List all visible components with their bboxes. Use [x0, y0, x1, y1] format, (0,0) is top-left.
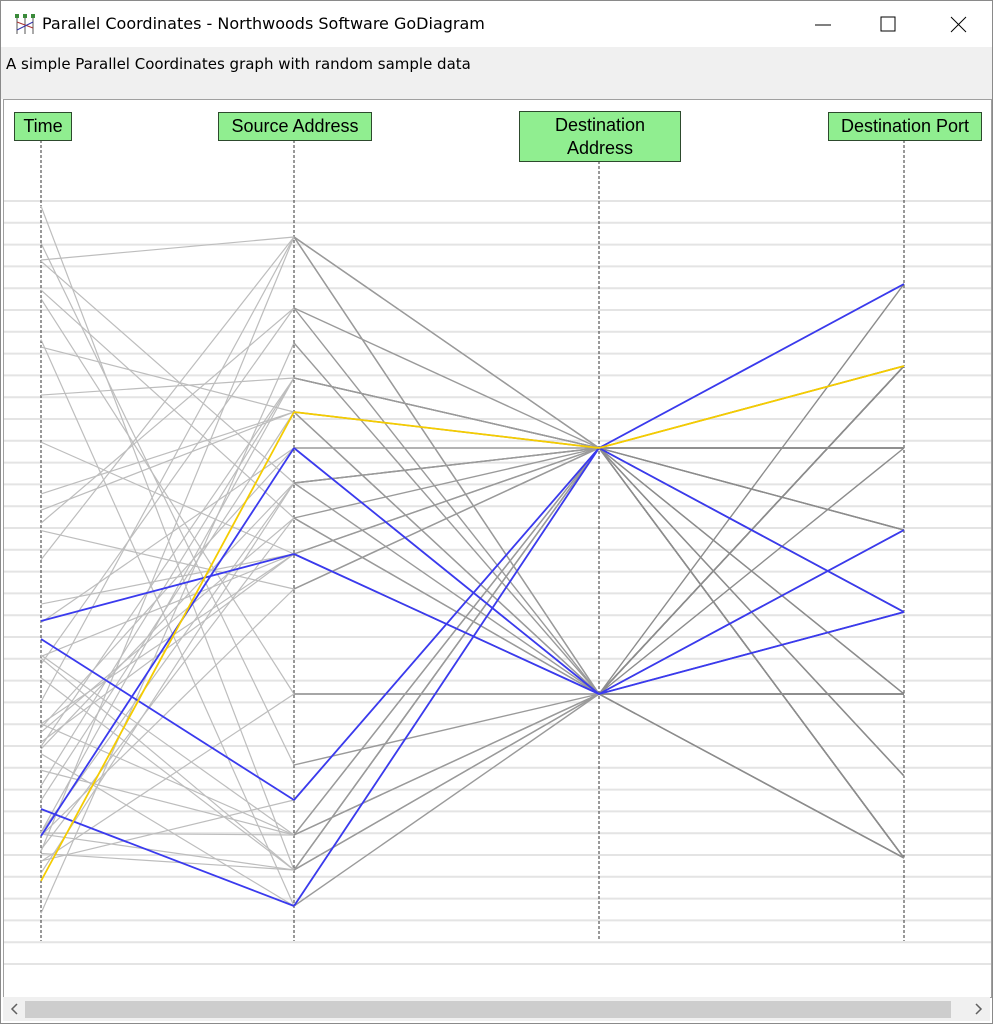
data-line	[293, 447, 600, 836]
data-line	[40, 298, 295, 695]
data-line	[40, 289, 295, 519]
axis-label: Destination Address	[519, 111, 681, 162]
data-line	[40, 339, 295, 907]
data-line	[40, 553, 295, 725]
highlighted-line	[40, 808, 295, 907]
data-line	[40, 482, 295, 874]
data-line	[293, 482, 600, 695]
data-line	[40, 723, 295, 836]
data-line	[598, 447, 905, 531]
data-line	[40, 588, 295, 837]
highlighted-line	[293, 411, 600, 449]
data-line	[40, 236, 295, 702]
axis-label: Source Address	[218, 112, 372, 141]
data-line	[40, 260, 295, 484]
data-line	[40, 377, 295, 396]
axis-label: Destination Port	[828, 112, 982, 141]
diagram-canvas: Time Source Address Destination Address …	[3, 99, 992, 998]
data-line	[40, 342, 295, 914]
highlighted-line	[293, 447, 600, 907]
data-line	[40, 411, 295, 511]
highlighted-line	[598, 283, 905, 449]
data-line	[40, 307, 295, 524]
data-line	[40, 482, 295, 833]
highlighted-line	[293, 447, 600, 695]
highlighted-line	[598, 611, 905, 695]
app-icon	[15, 14, 35, 34]
data-line	[40, 236, 295, 561]
data-line	[40, 517, 295, 850]
scroll-right[interactable]	[968, 997, 988, 1021]
data-line	[293, 447, 600, 871]
data-line	[40, 307, 295, 665]
data-line	[293, 447, 600, 590]
data-line	[40, 205, 295, 871]
data-line	[40, 236, 295, 852]
data-line	[293, 693, 600, 907]
data-line	[40, 242, 295, 766]
highlighted-line	[40, 447, 295, 837]
description: A simple Parallel Coordinates graph with…	[6, 55, 471, 73]
data-line	[40, 236, 295, 261]
data-line	[293, 236, 600, 449]
data-line	[598, 447, 905, 695]
maximize-button[interactable]	[880, 16, 896, 32]
window-title: Parallel Coordinates - Northwoods Softwa…	[42, 14, 485, 33]
data-line	[293, 693, 600, 766]
data-line	[40, 517, 295, 733]
scroll-left[interactable]	[5, 997, 25, 1021]
horizontal-scrollbar	[3, 997, 990, 1021]
data-line	[293, 377, 600, 449]
data-line	[40, 852, 295, 871]
data-line	[40, 529, 295, 590]
data-line	[40, 377, 295, 747]
highlighted-line	[40, 411, 295, 882]
data-line	[40, 553, 295, 605]
data-line	[293, 307, 600, 449]
data-line	[40, 482, 295, 750]
highlighted-line	[598, 447, 905, 613]
highlighted-line	[293, 447, 600, 801]
data-line	[40, 769, 295, 836]
data-line	[40, 441, 295, 555]
data-line	[40, 411, 295, 495]
highlighted-line	[40, 638, 295, 801]
data-line	[40, 346, 295, 413]
axis-label: Time	[14, 112, 72, 141]
close-button[interactable]	[950, 16, 967, 33]
scroll-thumb[interactable]	[25, 1001, 951, 1018]
window-controls	[815, 16, 967, 33]
data-line	[40, 677, 295, 871]
data-line	[293, 693, 600, 871]
data-line	[40, 377, 295, 833]
data-line	[293, 411, 600, 695]
data-line	[293, 517, 600, 695]
parallel-coordinates	[4, 140, 991, 965]
data-line	[40, 832, 295, 836]
data-line	[40, 753, 295, 907]
data-line	[598, 693, 905, 859]
data-line	[293, 307, 600, 695]
highlighted-line	[598, 529, 905, 695]
data-line	[40, 447, 295, 624]
data-line	[40, 833, 295, 871]
highlighted-line	[598, 365, 905, 449]
data-line	[293, 447, 600, 519]
data-line	[293, 447, 600, 484]
title-bar: Parallel Coordinates - Northwoods Softwa…	[1, 1, 992, 47]
highlighted-line	[40, 553, 295, 622]
data-line	[293, 693, 600, 836]
data-line	[40, 654, 295, 836]
description-panel: A simple Parallel Coordinates graph with…	[1, 47, 992, 99]
